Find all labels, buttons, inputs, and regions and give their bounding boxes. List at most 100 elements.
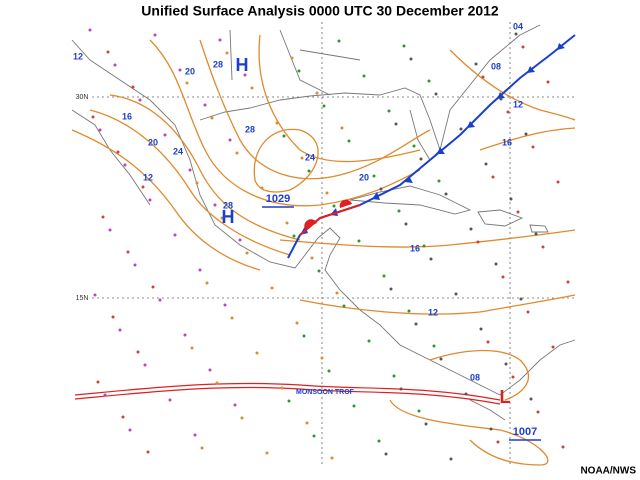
- latitude-label: 15N: [76, 295, 89, 302]
- station-dot: [190, 346, 194, 350]
- station-dot: [404, 222, 408, 226]
- station-dot: [444, 192, 448, 196]
- station-dot: [146, 450, 150, 454]
- isobar-label: 16: [502, 137, 512, 147]
- pressure-center-symbol: H: [222, 207, 235, 227]
- station-dot: [223, 303, 227, 307]
- station-dot: [459, 127, 463, 131]
- station-dot: [218, 38, 222, 42]
- isobar-label: 08: [491, 61, 501, 71]
- station-dot: [566, 280, 570, 284]
- station-dot: [168, 398, 172, 402]
- station-dot: [255, 351, 259, 355]
- station-dot: [230, 316, 234, 320]
- station-dot: [332, 204, 336, 208]
- station-dot: [315, 91, 319, 95]
- station-dot: [243, 73, 247, 77]
- station-dot: [185, 81, 189, 85]
- station-dot: [322, 104, 326, 108]
- station-dot: [429, 257, 433, 261]
- station-dot: [195, 181, 199, 185]
- station-dot: [302, 334, 306, 338]
- station-dot: [287, 399, 291, 403]
- station-dot: [310, 256, 314, 260]
- station-dot: [464, 392, 468, 396]
- station-dot: [103, 393, 107, 397]
- station-dot: [534, 232, 538, 236]
- station-dot: [198, 268, 202, 272]
- station-dot: [173, 233, 177, 237]
- trough-label: MONSOON TROF: [296, 389, 355, 396]
- central-pressure: 1029: [266, 193, 290, 205]
- station-dot: [295, 321, 299, 325]
- isobar-label: 20: [148, 137, 158, 147]
- station-dot: [213, 203, 217, 207]
- isobar-label: 28: [245, 124, 255, 134]
- station-dot: [290, 56, 294, 60]
- isobar-label: 24: [305, 152, 315, 162]
- station-dot: [449, 457, 453, 461]
- latitude-label: 30N: [76, 94, 89, 101]
- credit: NOAA/NWS: [580, 466, 636, 477]
- station-dot: [200, 446, 204, 450]
- station-dot: [519, 297, 523, 301]
- station-dot: [88, 28, 92, 32]
- station-dot: [394, 122, 398, 126]
- station-dot: [327, 369, 331, 373]
- station-dot: [141, 185, 145, 189]
- isobar-label: 12: [513, 99, 523, 109]
- station-dot: [476, 240, 480, 244]
- station-dot: [511, 375, 515, 379]
- station-dot: [151, 285, 155, 289]
- station-dot: [317, 269, 321, 273]
- station-dot: [260, 186, 264, 190]
- station-dot: [379, 187, 383, 191]
- isobar-label: 12: [73, 51, 83, 61]
- station-dot: [138, 98, 142, 102]
- station-dot: [118, 328, 122, 332]
- station-dot: [240, 416, 244, 420]
- station-dot: [524, 132, 528, 136]
- station-dot: [215, 381, 219, 385]
- station-dot: [414, 322, 418, 326]
- station-dot: [250, 86, 254, 90]
- station-dot: [307, 169, 311, 173]
- station-dot: [178, 68, 182, 72]
- station-dot: [409, 57, 413, 61]
- station-dot: [93, 293, 97, 297]
- station-dot: [536, 410, 540, 414]
- station-dot: [106, 50, 110, 54]
- station-dot: [417, 409, 421, 413]
- station-dot: [384, 452, 388, 456]
- station-dot: [516, 210, 520, 214]
- isobar-label: 28: [223, 200, 233, 210]
- station-dot: [158, 298, 162, 302]
- station-dot: [432, 344, 436, 348]
- station-dot: [210, 116, 214, 120]
- station-dot: [357, 239, 361, 243]
- station-dot: [541, 245, 545, 249]
- station-dot: [352, 404, 356, 408]
- station-dot: [225, 51, 229, 55]
- station-dot: [113, 63, 117, 67]
- station-dot: [245, 251, 249, 255]
- station-dot: [427, 79, 431, 83]
- station-dot: [556, 180, 560, 184]
- station-dot: [292, 234, 296, 238]
- station-dot: [136, 350, 140, 354]
- isobar-label: 20: [185, 66, 195, 76]
- station-dot: [335, 291, 339, 295]
- station-dot: [342, 304, 346, 308]
- station-dot: [424, 422, 428, 426]
- isobars: [71, 34, 576, 466]
- station-dot: [228, 138, 232, 142]
- station-dot: [489, 427, 493, 431]
- station-dot: [372, 174, 376, 178]
- station-dot: [126, 250, 130, 254]
- station-dot: [389, 287, 393, 291]
- station-dot: [491, 175, 495, 179]
- station-dot: [496, 440, 500, 444]
- station-dot: [529, 397, 533, 401]
- station-dot: [469, 227, 473, 231]
- station-dot: [439, 357, 443, 361]
